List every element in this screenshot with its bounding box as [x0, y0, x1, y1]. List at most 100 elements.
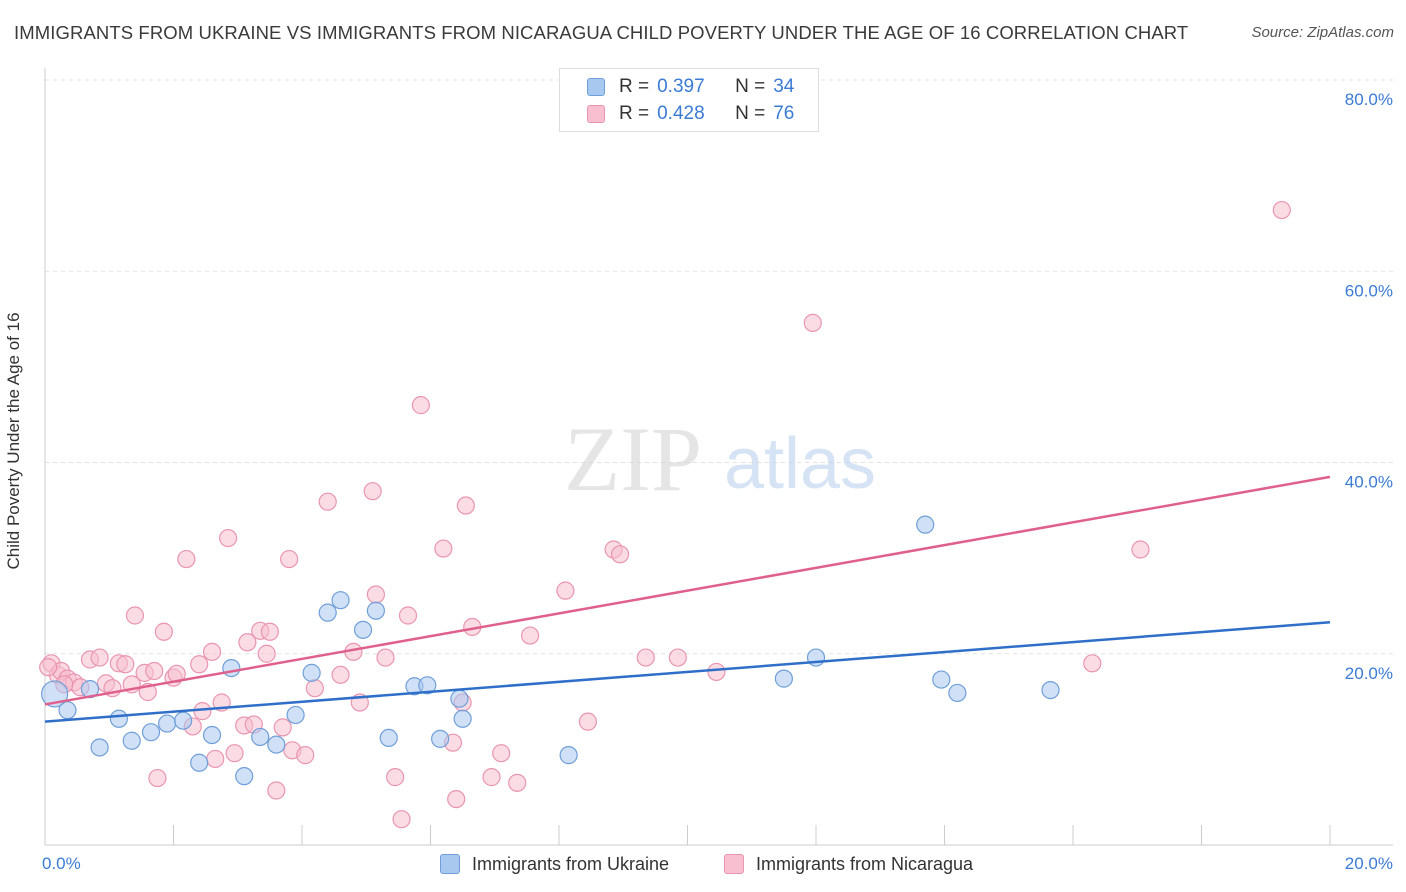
legend-swatch-nicaragua [587, 105, 605, 123]
point-nicaragua [154, 622, 173, 641]
axes [44, 68, 1393, 846]
point-nicaragua [363, 482, 382, 501]
point-nicaragua [447, 789, 466, 809]
y-axis-label: Child Poverty Under the Age of 16 [4, 312, 23, 570]
point-ukraine [366, 601, 385, 620]
point-nicaragua [668, 648, 687, 667]
point-ukraine [58, 701, 77, 720]
point-ukraine [202, 725, 222, 745]
point-ukraine [109, 709, 128, 728]
chart-title: IMMIGRANTS FROM UKRAINE VS IMMIGRANTS FR… [14, 22, 1189, 43]
point-nicaragua [1272, 200, 1291, 220]
point-nicaragua [456, 496, 475, 515]
y-tick-label: 40.0% [1345, 473, 1393, 492]
point-nicaragua [177, 549, 196, 569]
legend-swatch-ukraine [587, 78, 605, 96]
point-nicaragua [90, 648, 109, 667]
y-tick-label: 80.0% [1345, 90, 1393, 109]
point-nicaragua [386, 768, 405, 787]
point-ukraine [1041, 680, 1060, 700]
point-ukraine [174, 711, 193, 730]
y-tick-label: 20.0% [1345, 664, 1393, 683]
legend-r-label: R = [619, 103, 650, 124]
watermark-zip: ZIP [564, 408, 702, 510]
point-ukraine [90, 738, 109, 757]
watermark: ZIP atlas [564, 408, 876, 510]
point-ukraine [318, 603, 337, 622]
tick-labels: 20.0% 40.0% 60.0% 80.0% 0.0% 20.0% [42, 90, 1393, 873]
point-nicaragua [636, 648, 655, 667]
point-nicaragua [492, 744, 511, 763]
bottom-legend-swatch-nicaragua [724, 854, 744, 874]
point-ukraine [302, 663, 321, 682]
x-tick-label-max: 20.0% [1345, 854, 1393, 873]
point-nicaragua [398, 606, 418, 625]
point-ukraine [916, 515, 935, 534]
point-ukraine [559, 746, 578, 765]
point-nicaragua [260, 622, 279, 641]
point-nicaragua [434, 539, 453, 558]
point-ukraine [774, 669, 793, 688]
grid-lines [45, 79, 1393, 655]
point-ukraine [453, 709, 472, 728]
point-nicaragua [273, 718, 292, 737]
point-nicaragua [305, 679, 324, 698]
point-nicaragua [202, 642, 222, 661]
bottom-legend-ukraine: Immigrants from Ukraine [440, 852, 669, 876]
point-nicaragua [392, 810, 411, 829]
x-tick-label-min: 0.0% [42, 854, 81, 873]
point-nicaragua [125, 606, 145, 625]
y-axis-label-wrap: Child Poverty Under the Age of 16 [4, 312, 24, 583]
point-ukraine [948, 683, 967, 703]
legend-n-label: N = [735, 76, 766, 97]
point-ukraine [122, 731, 141, 750]
point-nicaragua [803, 313, 822, 332]
y-tick-label: 60.0% [1345, 281, 1393, 300]
point-nicaragua [280, 549, 299, 569]
point-nicaragua [578, 712, 598, 731]
legend: R = 0.397 N = 34 R = 0.428 N = 76 [559, 68, 819, 132]
legend-row-nicaragua: R = 0.428 N = 76 [560, 101, 794, 127]
point-ukraine [932, 670, 951, 689]
point-ukraine [331, 591, 350, 610]
trend-line-ukraine [44, 620, 1331, 723]
point-nicaragua [707, 662, 726, 682]
point-nicaragua [145, 661, 164, 681]
point-nicaragua [366, 585, 385, 604]
legend-r-label: R = [619, 76, 650, 97]
legend-n-value-ukraine: 34 [773, 76, 795, 97]
point-ukraine [235, 767, 254, 786]
point-nicaragua [318, 492, 337, 511]
point-nicaragua [556, 581, 575, 600]
point-ukraine [379, 728, 398, 748]
trend-lines [44, 475, 1331, 723]
legend-r-value-ukraine: 0.397 [657, 76, 705, 97]
series-nicaragua-points [39, 200, 1291, 829]
point-nicaragua [238, 633, 257, 652]
point-nicaragua [39, 658, 58, 677]
point-nicaragua [610, 545, 630, 564]
point-nicaragua [376, 648, 395, 667]
point-ukraine [141, 723, 161, 742]
point-ukraine [157, 714, 177, 733]
point-nicaragua [1131, 540, 1150, 559]
point-ukraine [286, 705, 305, 725]
legend-n-label: N = [735, 103, 766, 124]
point-nicaragua [219, 528, 238, 548]
point-ukraine [431, 729, 450, 748]
point-nicaragua [520, 626, 540, 645]
point-nicaragua [116, 655, 135, 674]
point-ukraine [450, 689, 469, 708]
point-ukraine [190, 753, 209, 772]
point-nicaragua [331, 665, 350, 684]
point-nicaragua [508, 773, 527, 792]
legend-r-value-nicaragua: 0.428 [657, 103, 705, 124]
point-nicaragua [482, 768, 501, 787]
point-nicaragua [206, 749, 225, 769]
legend-row-ukraine: R = 0.397 N = 34 [560, 74, 794, 100]
bottom-legend-label-nicaragua: Immigrants from Nicaragua [756, 853, 974, 874]
point-nicaragua [190, 655, 209, 674]
point-nicaragua [257, 644, 276, 663]
point-nicaragua [225, 744, 244, 763]
